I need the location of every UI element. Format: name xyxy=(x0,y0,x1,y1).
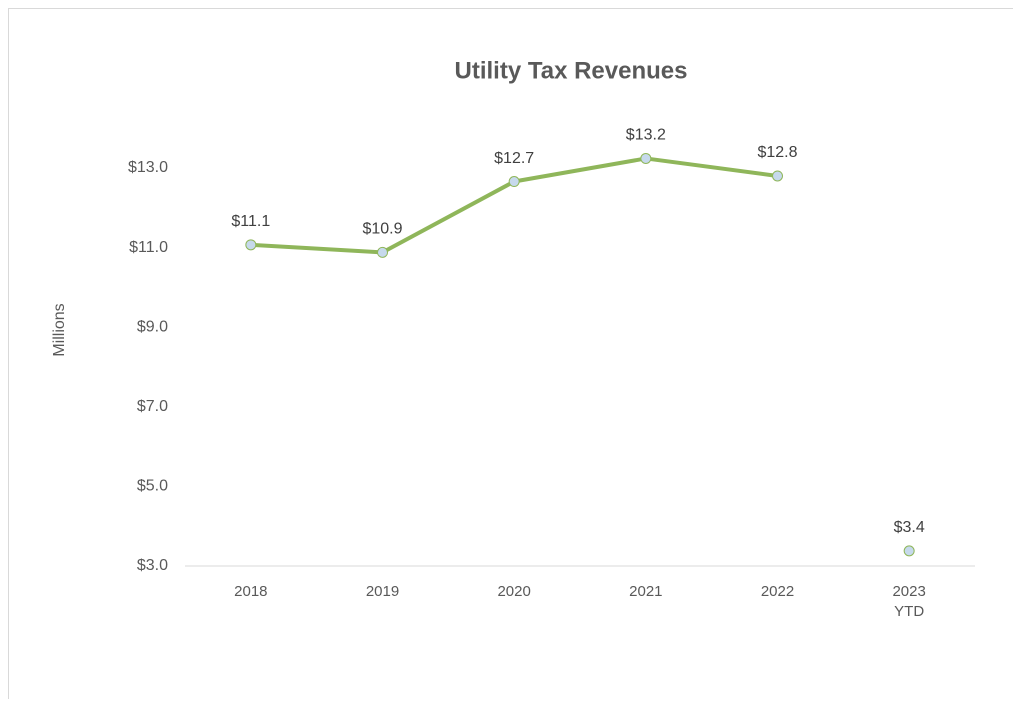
x-tick-label: 2023 YTD xyxy=(892,583,926,620)
data-label: $3.4 xyxy=(894,519,925,536)
data-label: $13.2 xyxy=(626,127,666,144)
data-label: $12.7 xyxy=(494,150,534,167)
marker xyxy=(508,176,520,188)
y-tick-label: $5.0 xyxy=(137,478,168,495)
y-axis-label: Millions xyxy=(51,303,68,356)
y-tick-label: $3.0 xyxy=(137,557,168,574)
x-tick-label: 2020 xyxy=(497,583,531,600)
y-tick-label: $11.0 xyxy=(129,239,168,256)
marker xyxy=(903,545,915,557)
y-tick-label: $7.0 xyxy=(137,398,168,415)
data-label: $11.1 xyxy=(231,213,270,230)
line xyxy=(250,156,778,255)
x-tick-label: 2022 xyxy=(760,583,795,600)
x-tick-label: 2021 xyxy=(629,583,663,600)
marker xyxy=(245,239,257,251)
x-tick-label: 2018 xyxy=(234,583,268,600)
marker xyxy=(377,246,388,258)
y-tick-label: $13.0 xyxy=(128,159,168,176)
marker xyxy=(640,152,652,164)
chart-title: Utility Tax Revenues xyxy=(455,57,688,84)
chart-frame xyxy=(8,8,1013,699)
data-label: $12.8 xyxy=(757,144,797,161)
y-tick-label: $9.0 xyxy=(137,318,168,335)
data-label: $10.9 xyxy=(362,221,402,238)
marker xyxy=(772,170,783,182)
x-tick-label: 2019 xyxy=(365,583,400,600)
